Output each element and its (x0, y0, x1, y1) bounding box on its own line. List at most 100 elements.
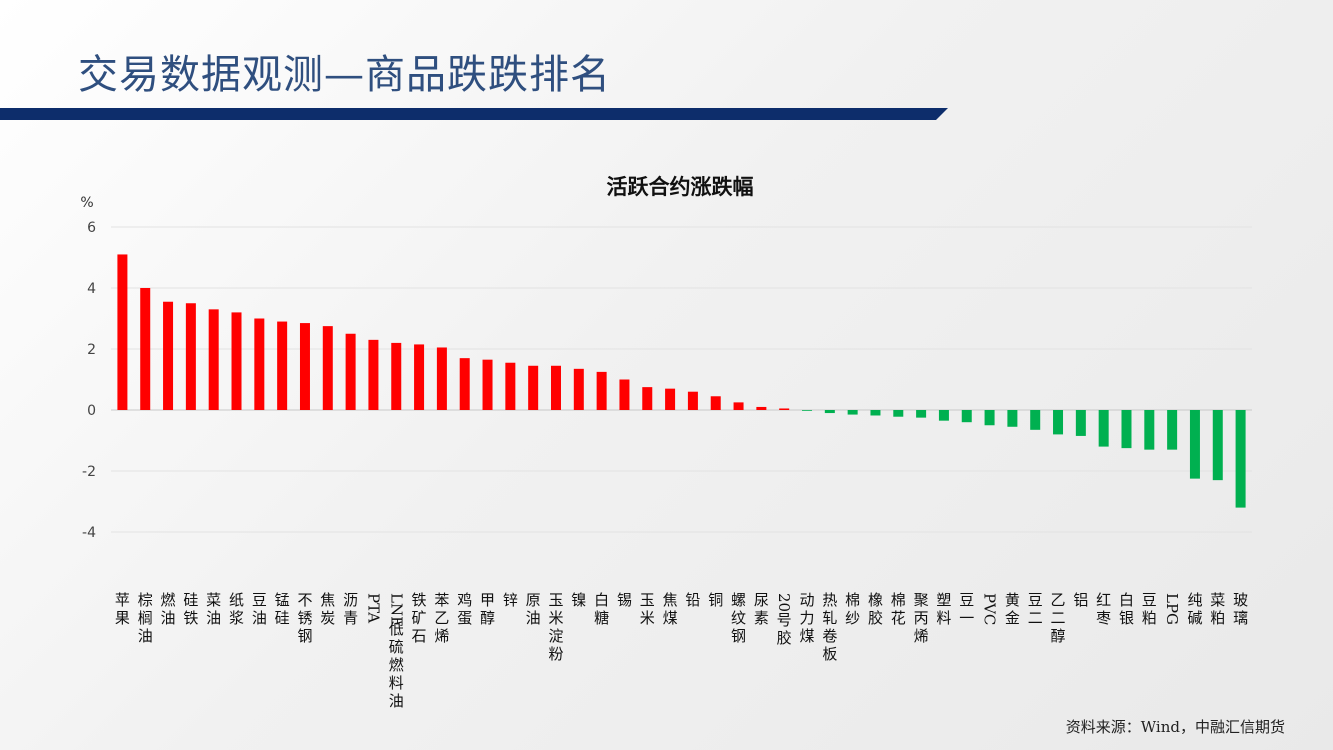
x-label-segment: 菜 (1210, 591, 1225, 609)
x-label-segment: 枣 (1096, 609, 1111, 627)
bar (596, 371, 607, 411)
x-category-label: 沥青 (343, 591, 358, 627)
x-label-segment: 焦 (320, 591, 335, 609)
x-label-segment: 石 (412, 627, 427, 645)
bar (710, 396, 721, 410)
x-label-segment: 玉 (548, 591, 563, 609)
bar (1212, 410, 1223, 481)
y-tick-labels: 6 4 2 0 -2 -4 (82, 220, 96, 541)
x-label-segment: 燃 (161, 591, 176, 609)
x-label-segment: 铅 (685, 591, 700, 609)
x-category-label: 锡 (617, 591, 632, 609)
x-label-segment: 聚 (914, 591, 929, 609)
bar (368, 339, 379, 410)
x-category-label: 豆粕 (1142, 591, 1157, 627)
x-label-segment: 卷 (822, 627, 837, 645)
x-label-segment: 棉 (845, 591, 860, 609)
bar (391, 342, 402, 410)
x-category-label: 螺纹钢 (731, 591, 746, 645)
x-label-segment: 米 (640, 609, 655, 627)
x-category-label: 铜 (708, 591, 723, 609)
x-label-segment: 玉 (640, 591, 655, 609)
x-label-segment: 塑 (936, 591, 951, 609)
x-label-segment: 料 (389, 674, 404, 692)
bar (847, 410, 858, 415)
x-category-label: 豆油 (252, 591, 267, 627)
x-label-segment: 果 (115, 609, 130, 627)
x-label-segment: 螺 (731, 591, 746, 609)
x-category-label: 甲醇 (480, 591, 495, 627)
x-label-segment: 银 (1119, 609, 1134, 627)
x-label-segment: 橡 (868, 591, 883, 609)
title-underline-bar (0, 108, 948, 120)
x-category-label: 苹果 (115, 591, 130, 627)
bar (779, 408, 790, 410)
bar (459, 358, 470, 410)
x-label-segment: 油 (389, 692, 404, 710)
y-tick-label: 2 (87, 342, 96, 358)
x-label-segment: 锌 (503, 591, 518, 609)
x-category-label: 豆二 (1028, 591, 1043, 627)
y-tick-label: 0 (87, 403, 96, 419)
bar (573, 368, 584, 410)
x-label-segment: 醇 (1051, 627, 1066, 645)
x-category-label: 铁矿石 (412, 591, 427, 645)
x-label-segment: 矿 (412, 609, 427, 627)
x-category-label: 白糖 (594, 591, 609, 627)
x-label-segment: 粕 (1210, 609, 1225, 627)
bar (163, 301, 174, 410)
x-label-segment: 锡 (617, 591, 632, 609)
x-category-label: 苯乙烯 (434, 591, 449, 645)
y-tick-label: 4 (87, 281, 96, 297)
x-label-segment: LPG (1163, 593, 1181, 625)
x-label-segment: 尿 (754, 591, 769, 609)
bar (254, 318, 265, 410)
bar (436, 347, 447, 410)
x-label-segment: 甲 (480, 591, 495, 609)
x-label-segment: 纸 (229, 591, 244, 609)
x-category-label: 鸡蛋 (457, 591, 472, 627)
x-category-label: 菜油 (206, 591, 221, 627)
x-label-segment: 鸡 (457, 591, 472, 609)
x-label-segment: 糖 (594, 609, 609, 627)
y-tick-label: 6 (87, 220, 96, 236)
x-label-segment: 硫 (389, 638, 404, 656)
x-label-segment: 碱 (1187, 609, 1202, 627)
x-label-segment: 米 (548, 609, 563, 627)
x-label-segment: 锰 (275, 591, 290, 609)
bar (505, 362, 516, 410)
x-label-segment: 钢 (297, 627, 312, 645)
x-category-label: 白银 (1119, 591, 1134, 627)
x-label-segment: 动 (800, 591, 815, 609)
x-label-segment: 豆 (1028, 591, 1043, 609)
x-label-segment: 沥 (343, 591, 358, 609)
bar (1030, 410, 1041, 430)
x-label-segment: 原 (526, 591, 541, 609)
x-label-segment: 菜 (206, 591, 221, 609)
x-category-label: 燃油 (161, 591, 176, 627)
x-label-segment: 纯 (1187, 591, 1202, 609)
x-category-label: 乙二醇 (1051, 591, 1066, 645)
bar (984, 410, 995, 426)
x-label-segment: 榈 (138, 609, 153, 627)
x-label-segment: 璃 (1233, 609, 1248, 627)
x-label-segment: 纱 (845, 609, 860, 627)
x-category-label: 铝 (1073, 591, 1088, 609)
x-label-segment: 力 (800, 609, 815, 627)
bar (482, 359, 493, 410)
bar (642, 387, 653, 411)
x-label-segment: 不 (297, 591, 312, 609)
x-label-segment: 低 (389, 620, 404, 638)
x-label-segment: 苯 (434, 591, 449, 609)
x-label-segment: 燃 (389, 656, 404, 674)
x-label-segment: 金 (1005, 609, 1020, 627)
x-label-segment: 钢 (731, 627, 746, 645)
x-label-segment: 油 (252, 609, 267, 627)
x-label-segment: 青 (343, 609, 358, 627)
x-label-segment: 豆 (959, 591, 974, 609)
x-label-segment: 煤 (800, 627, 815, 645)
x-label-segment: 板 (822, 645, 837, 663)
x-label-segment: 铝 (1073, 591, 1088, 609)
x-category-label: 焦煤 (663, 591, 678, 627)
